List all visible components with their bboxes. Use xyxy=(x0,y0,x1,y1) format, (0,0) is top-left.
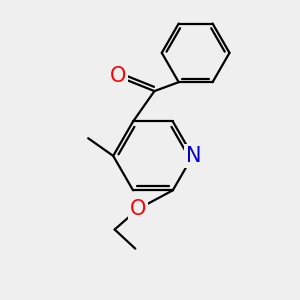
Text: N: N xyxy=(186,146,202,166)
Text: O: O xyxy=(130,199,146,219)
Text: O: O xyxy=(110,66,126,86)
